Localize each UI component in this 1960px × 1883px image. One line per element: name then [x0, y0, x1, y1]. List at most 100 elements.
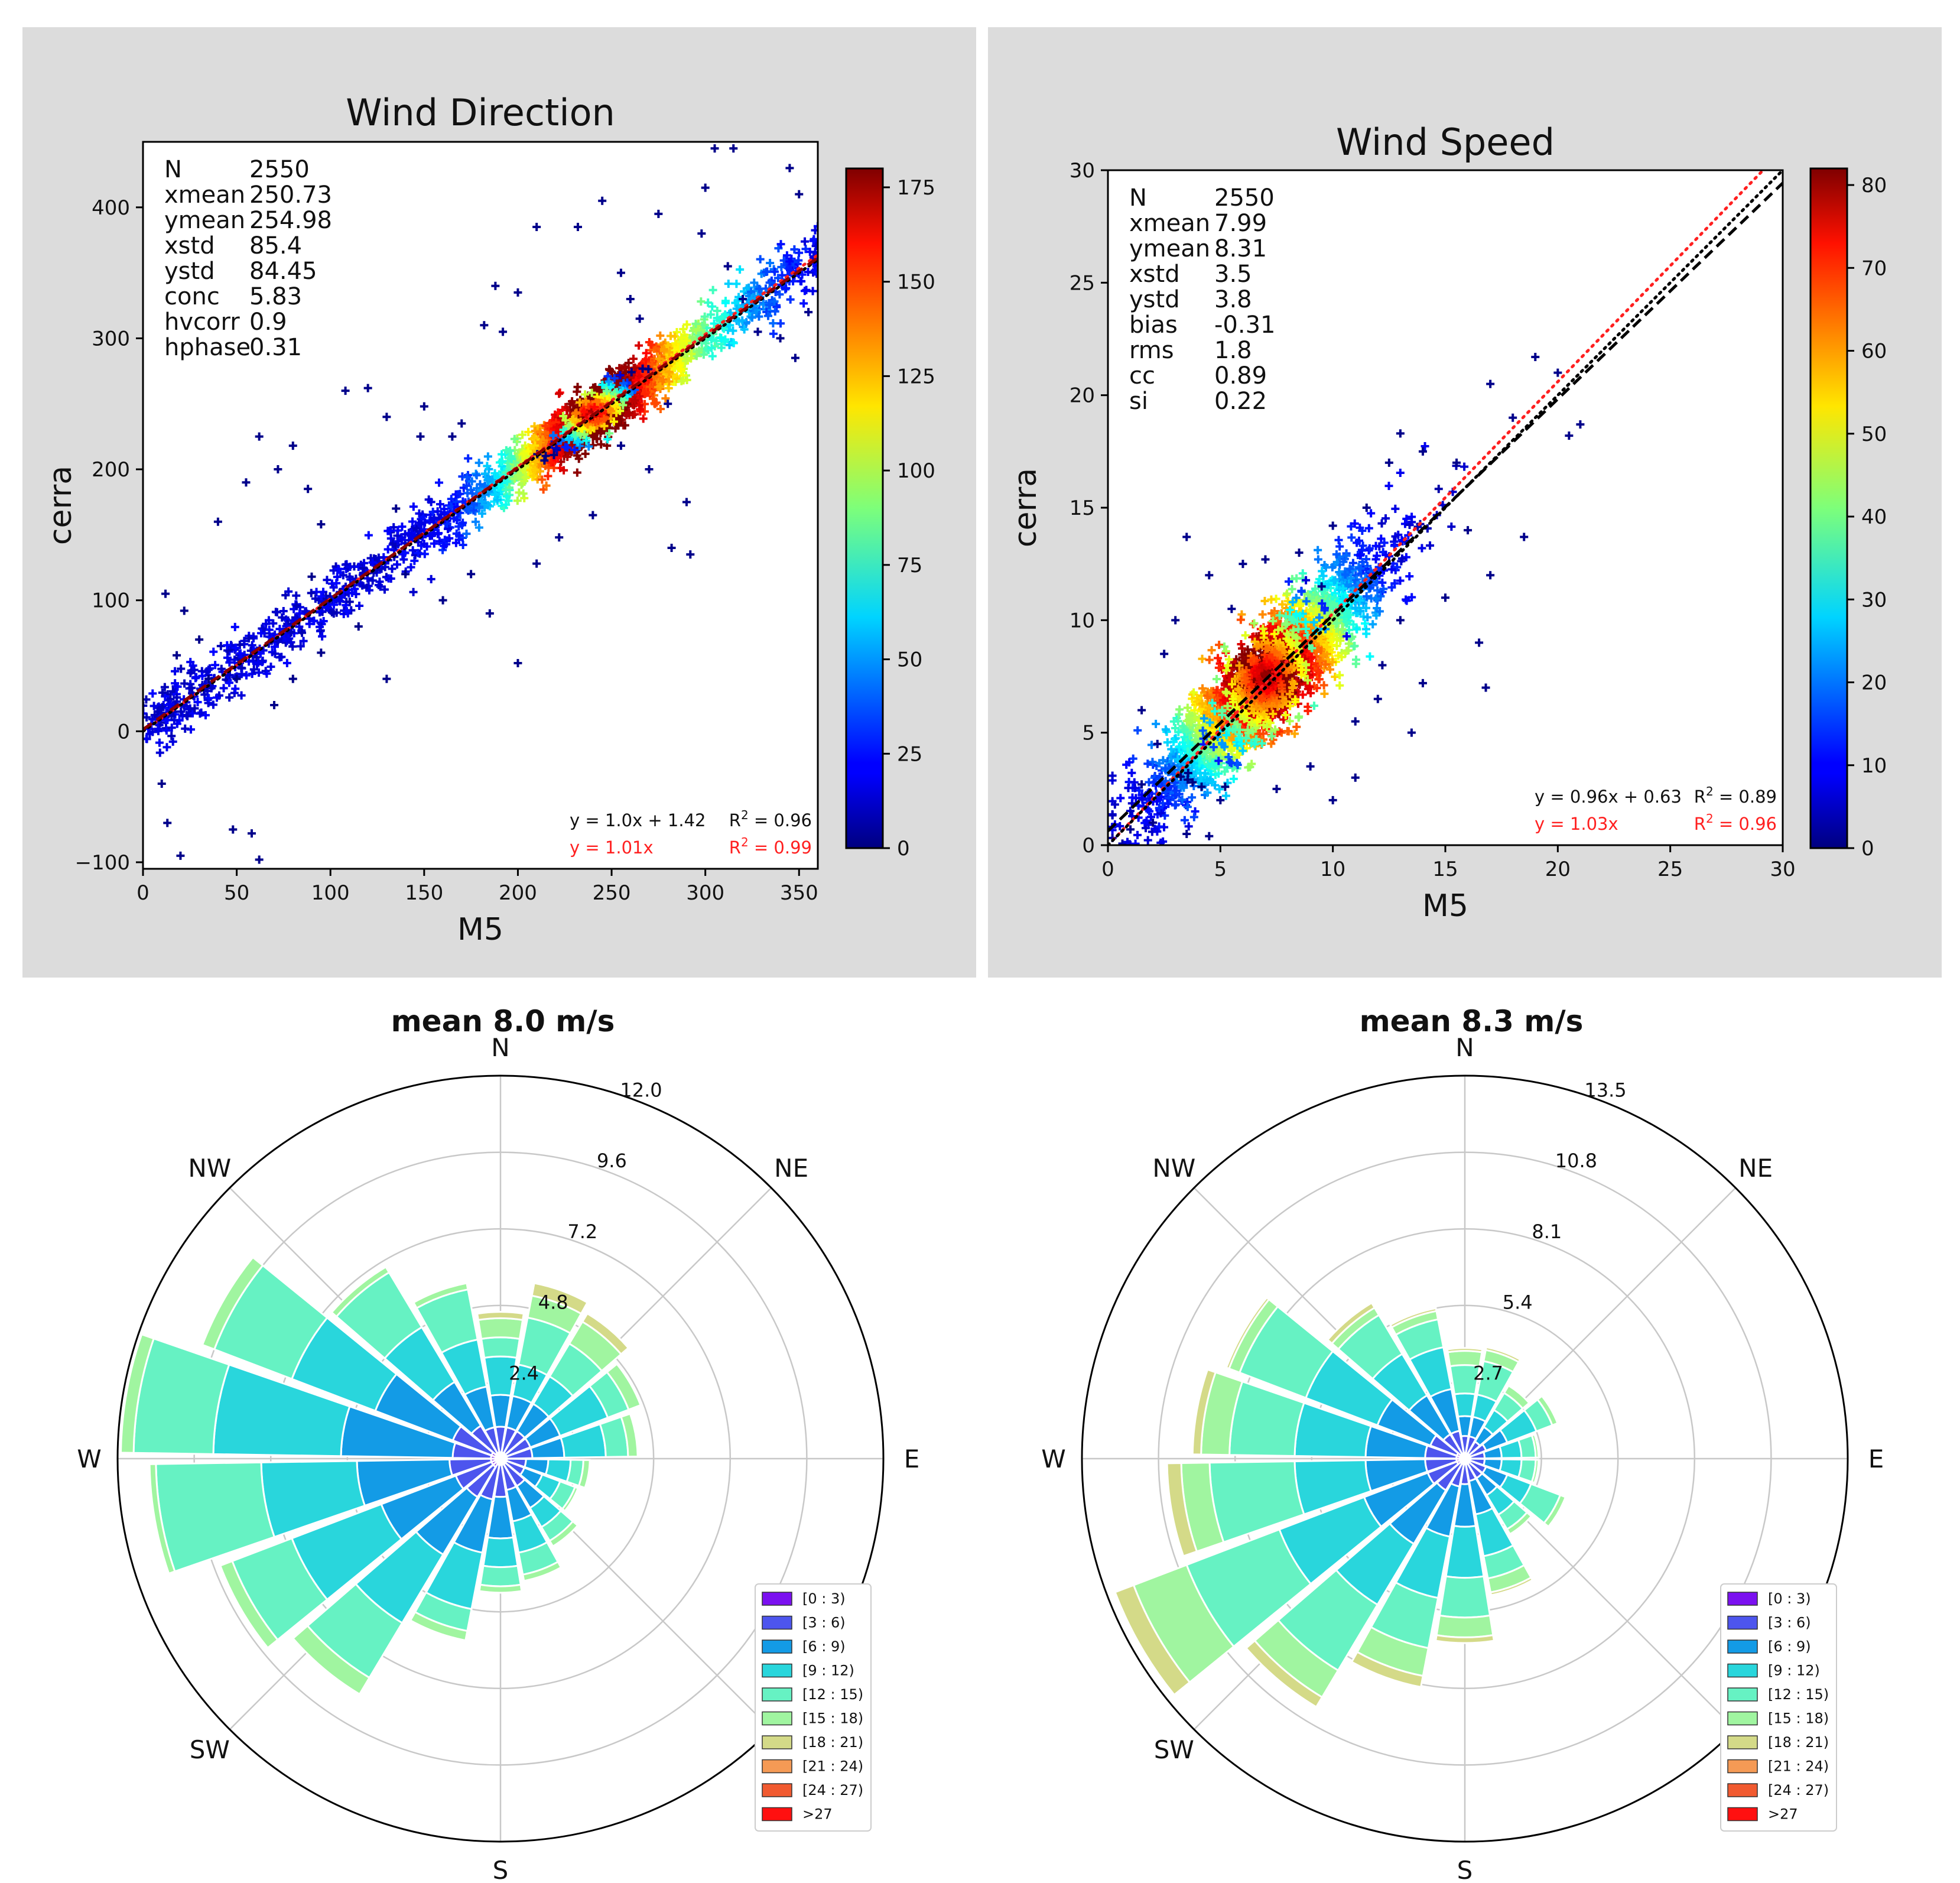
scatter-point — [707, 343, 716, 352]
scatter-point — [232, 674, 241, 683]
scatter-point — [561, 416, 570, 425]
scatter-point — [453, 515, 461, 524]
scatter-point — [549, 431, 558, 440]
scatter-point — [592, 434, 601, 443]
scatter-point — [776, 319, 785, 328]
stat-label: N — [164, 156, 182, 183]
scatter-point — [598, 196, 607, 205]
scatter-point — [163, 819, 172, 827]
scatter-point — [245, 634, 253, 643]
scatter-point — [782, 284, 791, 293]
scatter-point — [550, 450, 558, 459]
scatter-point — [554, 408, 563, 417]
scatter-point — [430, 539, 438, 548]
scatter-point — [765, 301, 773, 310]
scatter-point — [219, 684, 228, 693]
plot-frame — [142, 141, 819, 870]
scatter-point — [561, 443, 570, 452]
scatter-point — [435, 537, 444, 546]
scatter-point — [648, 394, 657, 403]
scatter-point — [589, 511, 597, 520]
scatter-point — [156, 706, 165, 715]
scatter-point — [160, 683, 169, 691]
scatter-point — [394, 537, 402, 546]
scatter-point — [161, 589, 170, 598]
scatter-point — [282, 658, 291, 667]
scatter-point — [708, 285, 717, 294]
r2-value: = 0.96 — [749, 810, 812, 830]
scatter-point — [648, 360, 656, 369]
scatter-point — [581, 449, 590, 458]
scatter-point — [616, 441, 625, 450]
scatter-point — [472, 471, 481, 480]
scatter-point — [700, 312, 709, 321]
scatter-point — [732, 280, 741, 288]
scatter-point — [181, 724, 190, 733]
scatter-point — [541, 452, 550, 460]
scatter-point — [282, 637, 291, 645]
scatter-point — [255, 668, 264, 677]
scatter-point — [167, 732, 176, 741]
scatter-point — [491, 281, 500, 290]
scatter-point — [777, 262, 786, 271]
scatter-point — [723, 262, 732, 271]
scatter-point — [580, 407, 589, 416]
scatter-point — [794, 256, 803, 265]
scatter-point — [734, 293, 743, 301]
scatter-point — [193, 697, 202, 706]
scatter-point — [258, 657, 267, 665]
stat-value: 84.45 — [249, 258, 317, 285]
scatter-point — [604, 377, 613, 386]
scatter-point — [573, 468, 581, 477]
scatter-point — [682, 356, 691, 365]
scatter-point — [587, 388, 596, 397]
scatter-point — [531, 457, 540, 466]
scatter-point — [616, 268, 625, 277]
scatter-point — [274, 638, 282, 646]
scatter-point — [454, 522, 463, 531]
scatter-point — [499, 327, 508, 336]
scatter-point — [795, 190, 804, 199]
scatter-point — [202, 667, 211, 676]
scatter-point — [157, 779, 166, 788]
scatter-point — [530, 434, 539, 443]
scatter-point — [188, 661, 197, 670]
scatter-point — [573, 223, 582, 232]
scatter-point — [346, 563, 355, 572]
scatter-point — [412, 524, 421, 533]
scatter-point — [230, 622, 239, 631]
scatter-point — [225, 678, 234, 687]
x-tick-label: 100 — [311, 881, 350, 905]
scatter-point — [213, 517, 222, 526]
scatter-point — [679, 324, 688, 333]
scatter-point — [356, 579, 365, 588]
scatter-point — [180, 606, 188, 615]
scatter-point — [572, 408, 581, 417]
y-tick-label: 400 — [92, 196, 130, 220]
scatter-point — [399, 555, 408, 564]
scatter-point — [324, 603, 333, 612]
scatter-point — [682, 498, 691, 507]
scatter-point — [317, 520, 326, 529]
scatter-point — [467, 477, 476, 486]
scatter-point — [298, 628, 307, 637]
scatter-point — [725, 340, 734, 349]
scatter-point — [682, 336, 691, 345]
scatter-point — [559, 412, 568, 421]
scatter-point — [376, 582, 385, 591]
scatter-point — [339, 571, 347, 580]
scatter-point — [626, 294, 635, 303]
scatter-point — [242, 478, 251, 487]
scatter-point — [753, 327, 762, 336]
stat-value: 85.4 — [249, 232, 302, 259]
scatter-point — [676, 365, 685, 374]
colorbar-tick-label: 50 — [897, 648, 922, 672]
scatter-point — [552, 444, 561, 453]
scatter-point — [307, 572, 316, 581]
scatter-point — [519, 466, 528, 475]
scatter-point — [518, 430, 527, 439]
stat-label: hphase — [164, 334, 251, 361]
scatter-point — [605, 429, 614, 438]
scatter-point — [731, 298, 740, 307]
scatter-point — [274, 465, 282, 474]
